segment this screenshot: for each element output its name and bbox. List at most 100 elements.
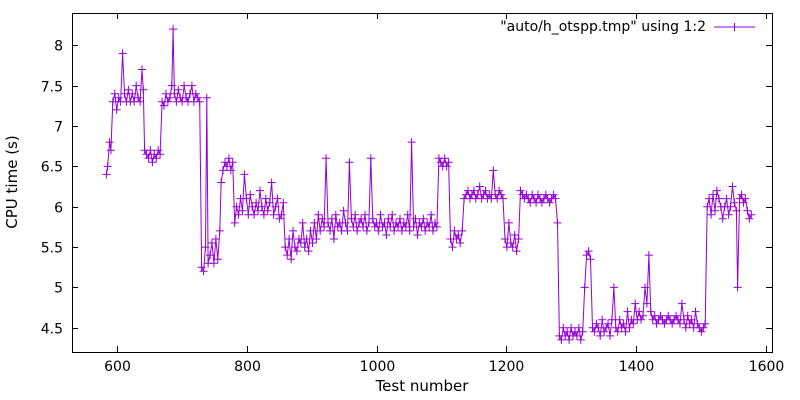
data-point <box>269 210 278 219</box>
data-point <box>541 190 550 199</box>
data-point <box>256 186 264 195</box>
data-point <box>142 150 151 159</box>
data-point <box>510 231 519 239</box>
data-point <box>277 210 286 219</box>
data-point <box>110 89 119 98</box>
data-point <box>642 299 651 308</box>
data-point <box>191 89 200 98</box>
data-point <box>489 166 498 175</box>
data-point <box>351 210 360 219</box>
y-tick-label: 7.5 <box>41 80 63 96</box>
data-point <box>691 307 700 316</box>
data-point <box>347 214 356 223</box>
data-point <box>450 226 459 235</box>
data-point <box>668 319 677 328</box>
data-point <box>384 214 393 223</box>
y-tick-label: 5.5 <box>41 241 63 257</box>
data-point <box>501 235 509 243</box>
data-point <box>124 85 133 94</box>
data-point <box>343 226 352 235</box>
data-point <box>287 255 296 264</box>
data-point <box>403 210 412 219</box>
data-point <box>442 162 451 171</box>
data-point <box>273 194 282 203</box>
data-point <box>215 226 224 235</box>
data-point <box>582 251 591 260</box>
data-point <box>629 319 638 328</box>
data-point <box>712 186 721 195</box>
data-point <box>545 198 554 207</box>
data-point <box>724 210 733 219</box>
data-point <box>163 97 172 106</box>
legend: "auto/h_otspp.tmp" using 1:2 <box>500 19 755 35</box>
data-point <box>275 214 284 223</box>
data-point <box>114 93 123 102</box>
data-point <box>257 202 266 211</box>
data-point <box>495 186 504 195</box>
data-point <box>224 154 233 163</box>
data-point <box>711 206 719 215</box>
series-layer <box>102 25 756 344</box>
data-point <box>102 170 111 179</box>
data-point <box>726 202 735 211</box>
data-point <box>615 315 624 324</box>
data-point <box>641 283 649 292</box>
data-point <box>144 154 153 163</box>
data-point <box>324 218 332 227</box>
data-point <box>254 206 262 215</box>
data-point <box>195 97 204 106</box>
data-point <box>576 335 585 344</box>
x-axis-ticks: 600 800 1000 1200 1400 1600 <box>104 13 784 375</box>
data-point <box>206 251 215 260</box>
data-point <box>154 146 163 155</box>
data-point <box>169 25 178 34</box>
data-point <box>136 97 145 106</box>
data-point <box>326 226 334 235</box>
data-point <box>405 226 414 235</box>
data-point <box>707 210 716 219</box>
data-point <box>310 218 319 227</box>
data-point <box>590 327 599 336</box>
data-point <box>508 243 517 252</box>
data-point <box>316 226 325 235</box>
data-point <box>741 194 750 203</box>
data-point <box>320 222 329 231</box>
data-point <box>388 210 397 219</box>
data-point <box>368 214 377 223</box>
plot-frame <box>72 13 773 353</box>
data-point <box>481 186 490 195</box>
data-point <box>132 81 141 90</box>
data-point <box>429 226 437 235</box>
data-point <box>701 319 710 328</box>
data-point <box>374 226 383 235</box>
data-point <box>697 327 706 336</box>
data-point <box>156 150 165 159</box>
data-point <box>283 251 292 260</box>
data-point <box>586 255 595 264</box>
data-point <box>534 190 542 199</box>
data-point <box>604 319 612 328</box>
data-point <box>211 235 220 243</box>
data-point <box>170 89 179 98</box>
data-point <box>631 299 640 308</box>
data-point <box>353 226 362 235</box>
data-point <box>722 194 731 203</box>
data-point <box>165 93 174 102</box>
data-point <box>108 97 117 106</box>
data-point <box>213 255 222 264</box>
x-tick-label: 1200 <box>489 359 525 375</box>
data-point <box>656 311 665 320</box>
data-point <box>248 202 257 211</box>
data-point <box>578 327 587 336</box>
data-point <box>600 327 609 336</box>
x-tick-label: 1600 <box>749 359 785 375</box>
data-point <box>242 194 251 203</box>
data-point <box>234 210 243 219</box>
data-point <box>646 307 655 316</box>
data-point <box>314 210 323 219</box>
data-point <box>370 222 379 231</box>
data-point <box>664 311 673 320</box>
data-point <box>693 319 702 328</box>
data-point <box>228 158 237 167</box>
data-point <box>737 190 746 199</box>
